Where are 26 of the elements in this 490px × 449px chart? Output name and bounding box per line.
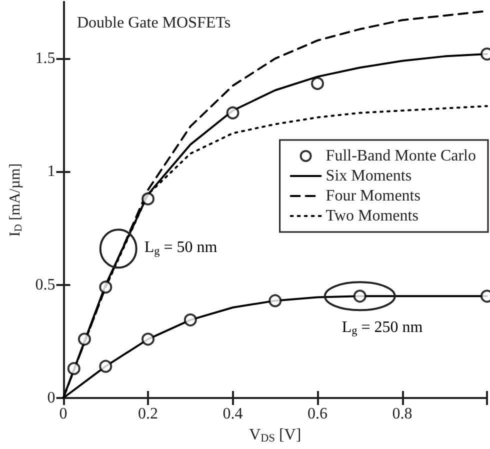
point [142,332,155,346]
text: Double Gate MOSFETs [77,14,231,32]
y-tick-label: 0.5 [35,276,56,294]
x-tick-label: 0.8 [392,406,412,422]
point [311,76,324,90]
x-tick-label: 0.6 [308,406,328,422]
point [99,360,112,373]
point [184,313,197,326]
legend-label: Two Moments [326,208,418,224]
legend-label: Full-Band Monte Carlo [326,148,476,164]
point [99,280,112,294]
legend-label: Six Moments [326,168,412,184]
legend-label: Four Moments [326,188,420,204]
x-tick-label: 0 [59,406,68,422]
y-axis-title: ID [mA/µm] [8,163,24,237]
y-tick-label: 1.5 [35,50,56,68]
y-tick-label: 0 [47,390,56,406]
point [142,192,155,206]
point [268,294,282,308]
point [78,332,91,346]
y-tick-label: 1 [47,163,56,180]
point [67,362,80,376]
x-tick-label: 0.2 [138,406,158,422]
x-tick-label: 0.4 [222,406,243,422]
point [226,106,240,120]
point [353,290,366,303]
